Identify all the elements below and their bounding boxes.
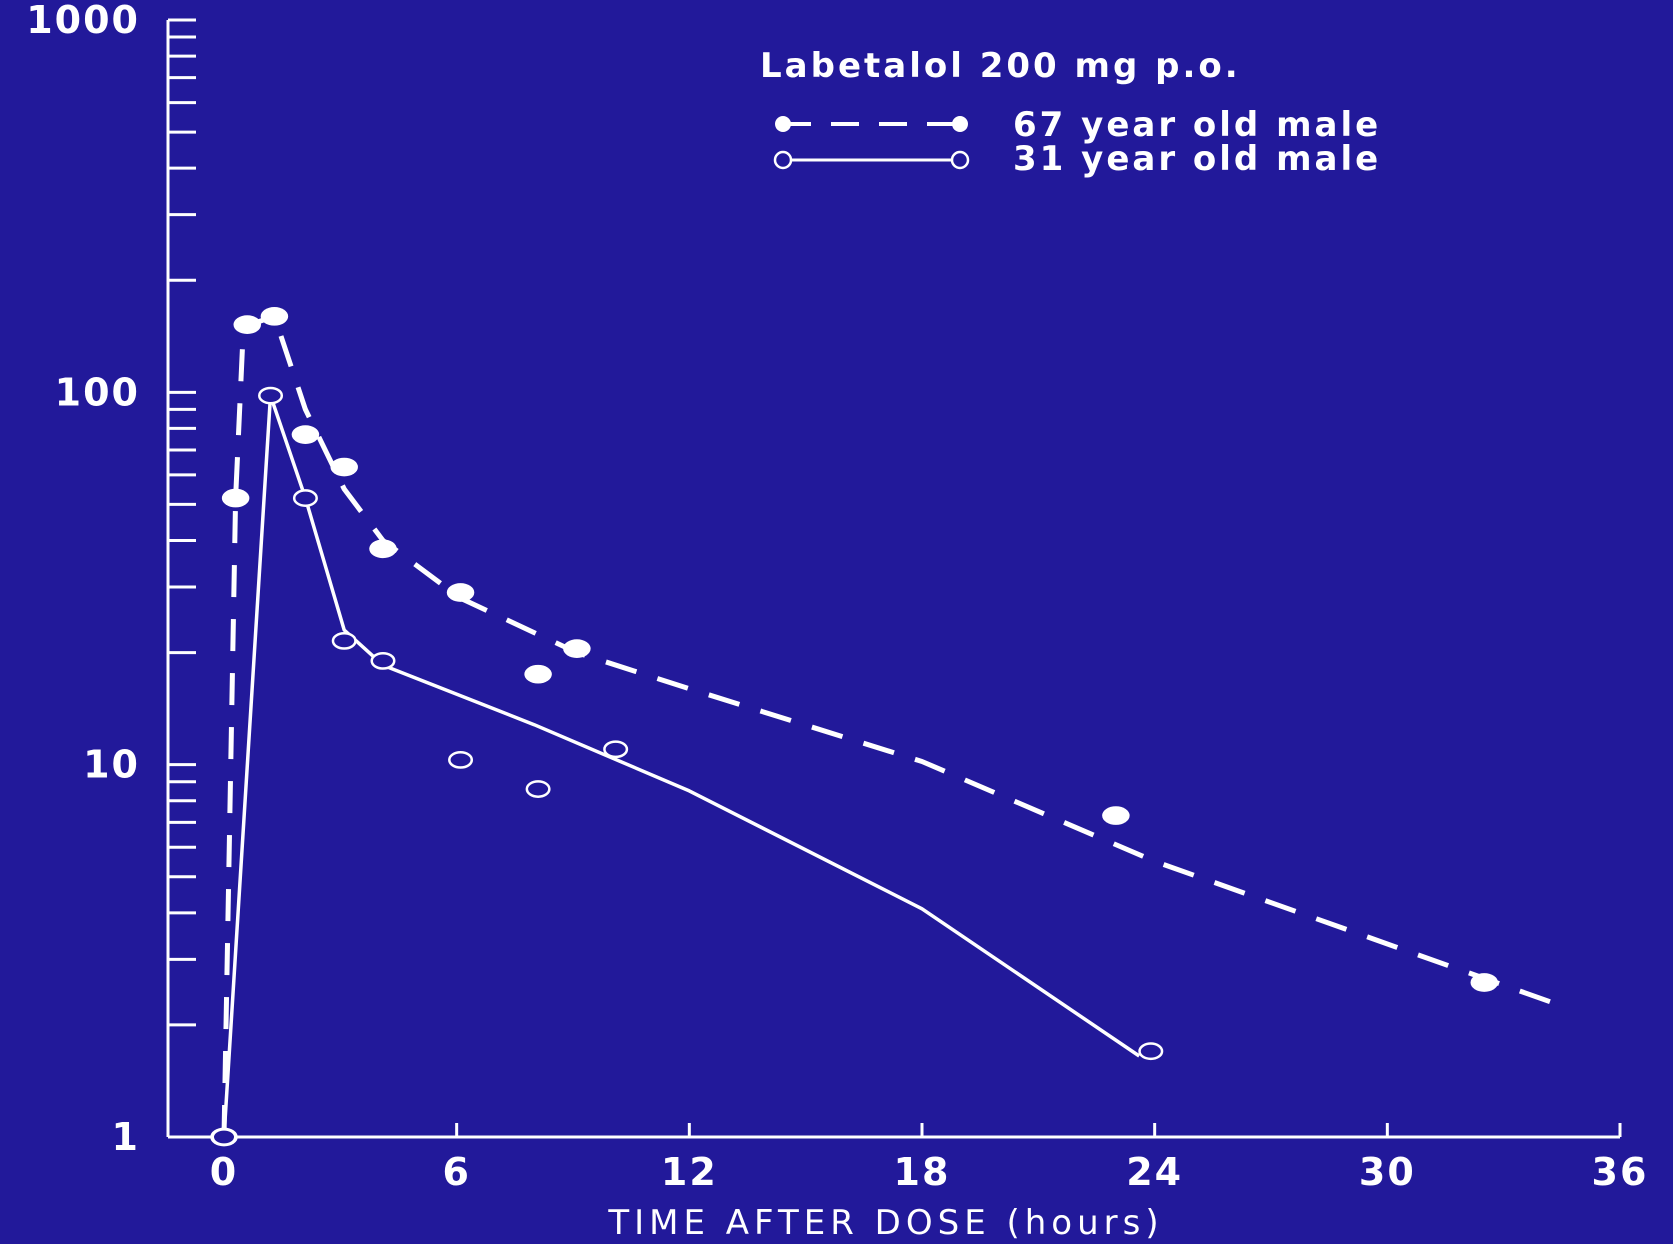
data-point-31-year-old-male (258, 386, 284, 405)
y-tick-label: 1 (112, 1115, 140, 1159)
data-point-31-year-old-male (292, 489, 318, 507)
legend-marker-31-year-old-male-end (950, 150, 970, 170)
y-tick-label: 100 (55, 370, 140, 414)
x-tick-label: 0 (210, 1150, 238, 1194)
data-point-31-year-old-male (603, 740, 629, 759)
data-point-31-year-old-male (211, 1128, 237, 1146)
data-point-67-year-old-male (233, 315, 262, 334)
data-point-67-year-old-male (369, 539, 397, 559)
x-tick-label: 6 (442, 1150, 470, 1194)
legend-title: Labetalol 200 mg p.o. (760, 46, 1241, 86)
data-point-67-year-old-male (221, 488, 250, 508)
legend-marker-67-year-old-male (775, 116, 791, 132)
x-tick-label: 24 (1126, 1150, 1183, 1194)
legend-label-67-year-old-male: 67 year old male (1013, 105, 1381, 145)
data-point-67-year-old-male (260, 306, 289, 326)
y-axis-ticks: 1 10 100 1000 (26, 0, 196, 1159)
data-point-67-year-old-male (446, 583, 475, 602)
data-point-31-year-old-male (525, 780, 551, 798)
legend-marker-31-year-old-male (773, 150, 793, 170)
legend-label-31-year-old-male: 31 year old male (1013, 139, 1381, 179)
data-point-67-year-old-male (563, 639, 591, 658)
data-point-31-year-old-male (331, 631, 357, 650)
data-point-67-year-old-male (524, 664, 552, 684)
y-tick-label: 10 (83, 743, 140, 787)
data-point-67-year-old-male (1102, 806, 1130, 825)
x-axis-title: TIME AFTER DOSE (hours) (607, 1203, 1163, 1243)
x-tick-label: 30 (1359, 1150, 1416, 1194)
data-point-67-year-old-male (330, 457, 358, 477)
series-line-67-year-old-male (221, 313, 1563, 1138)
data-point-67-year-old-male (1470, 973, 1499, 992)
data-point-31-year-old-male (370, 651, 396, 670)
x-axis-ticks: 0 6 12 18 24 30 36 (210, 1123, 1649, 1194)
series-line-31-year-old-male (222, 393, 1141, 1138)
legend: Labetalol 200 mg p.o. 67 year old male 3… (760, 46, 1381, 179)
data-point-31-year-old-male (448, 750, 474, 769)
x-tick-label: 36 (1592, 1150, 1649, 1194)
data-point-31-year-old-male (1138, 1042, 1164, 1061)
data-point-67-year-old-male (291, 425, 320, 444)
series-layer (210, 306, 1563, 1147)
x-tick-label: 12 (661, 1150, 718, 1194)
y-tick-label: 1000 (26, 0, 140, 42)
legend-marker-67-year-old-male-end (952, 116, 968, 132)
x-tick-label: 18 (894, 1150, 951, 1194)
